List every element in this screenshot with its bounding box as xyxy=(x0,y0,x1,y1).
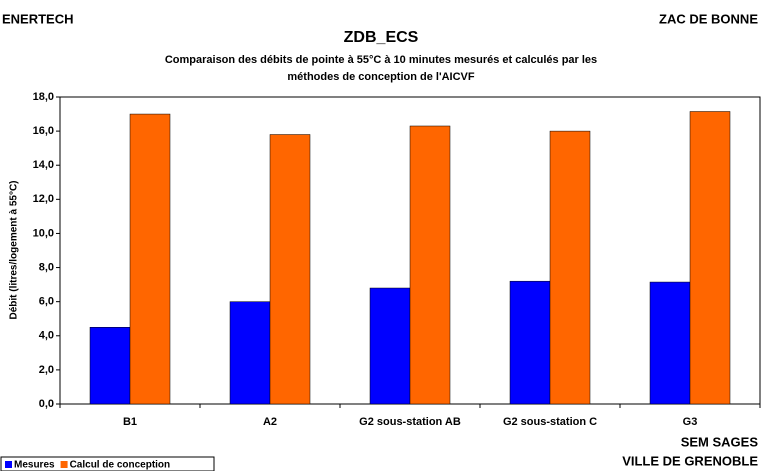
bar xyxy=(549,130,591,405)
legend-label: Calcul de conception xyxy=(70,460,171,471)
y-tick-label: 2,0 xyxy=(39,364,54,376)
corner-text: ZAC DE BONNE xyxy=(659,11,758,26)
x-tick-label: G2 sous-station C xyxy=(503,416,597,428)
bar xyxy=(129,113,171,405)
y-tick-label: 18,0 xyxy=(33,91,54,103)
y-tick-label: 14,0 xyxy=(33,159,54,171)
legend-box xyxy=(0,456,215,471)
bar xyxy=(229,301,271,405)
x-tick-label: B1 xyxy=(123,416,137,428)
corner-text: VILLE DE GRENOBLE xyxy=(622,453,758,468)
legend-swatch xyxy=(60,461,68,468)
y-tick-label: 4,0 xyxy=(39,330,54,342)
corner-text: SEM SAGES xyxy=(681,434,759,449)
chart-title: ZDB_ECS xyxy=(344,29,419,46)
bar xyxy=(89,327,131,405)
corner-text: ENERTECH xyxy=(2,11,74,26)
legend-swatch xyxy=(5,461,12,468)
x-tick-label: G2 sous-station AB xyxy=(359,416,461,428)
bar xyxy=(509,280,551,405)
y-tick-label: 8,0 xyxy=(39,261,54,273)
x-tick-label: A2 xyxy=(263,416,277,428)
y-tick-label: 16,0 xyxy=(33,125,54,137)
x-tick-label: G3 xyxy=(683,416,698,428)
y-tick-label: 0,0 xyxy=(39,398,54,410)
y-tick-label: 12,0 xyxy=(33,193,54,205)
y-tick-label: 10,0 xyxy=(33,227,54,239)
bar xyxy=(649,281,691,405)
subtitle: méthodes de conception de l'AICVF xyxy=(287,71,474,83)
bar xyxy=(369,287,411,405)
subtitle: Comparaison des débits de pointe à 55°C … xyxy=(165,54,597,66)
bar xyxy=(409,125,451,405)
bar xyxy=(689,111,731,405)
y-tick-label: 6,0 xyxy=(39,296,54,308)
legend-label: Mesures xyxy=(14,460,55,471)
bar xyxy=(269,134,311,405)
y-axis-label: Débit (litres/logement à 55°C) xyxy=(9,180,20,319)
